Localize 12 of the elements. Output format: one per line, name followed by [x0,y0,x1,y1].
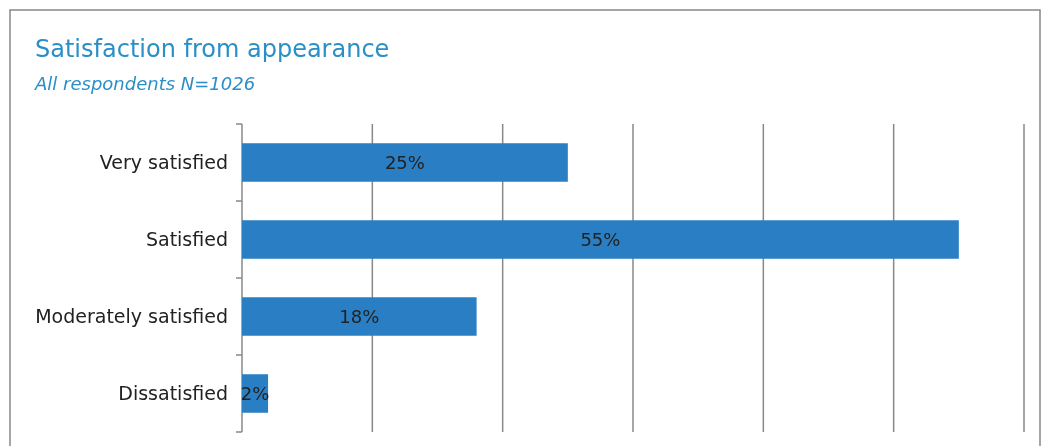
y-tick-label: Dissatisfied [118,382,228,405]
y-tick-label: Moderately satisfied [35,305,228,328]
data-label: 18% [339,305,380,327]
bar [242,143,568,182]
y-tick-label: Very satisfied [99,151,228,174]
y-tick-label: Satisfied [145,228,228,251]
chart-subtitle: All respondents N=1026 [34,73,256,94]
data-label: 25% [384,151,425,173]
data-label: 55% [580,228,621,250]
bar [242,220,959,259]
bar [242,297,477,336]
chart-title: Satisfaction from appearance [35,35,390,63]
